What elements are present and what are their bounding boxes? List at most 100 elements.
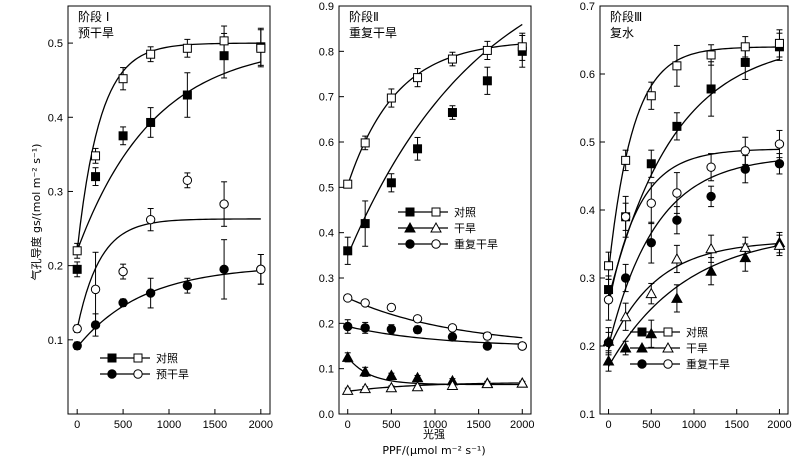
- y-tick-label: 0.6: [319, 137, 334, 149]
- data-point: [773, 239, 786, 250]
- data-point: [621, 155, 631, 165]
- x-tick-label: 2000: [767, 419, 791, 431]
- fit-curve: [76, 61, 261, 252]
- fit-curve: [347, 43, 523, 186]
- data-point: [386, 93, 396, 103]
- data-point: [343, 321, 353, 332]
- y-axis-title-text: 气孔导度 gs/(mol m⁻² s⁻¹): [29, 144, 43, 281]
- data-point: [182, 43, 192, 53]
- x-tick-label: 500: [114, 419, 132, 431]
- legend-label: 重复干旱: [686, 357, 730, 371]
- x-tick-label: 2000: [510, 419, 534, 431]
- data-point: [360, 138, 370, 148]
- data-point: [482, 76, 492, 86]
- data-point: [412, 314, 423, 324]
- fit-curve: [607, 160, 780, 347]
- panel-subtitle: 重复干旱: [349, 26, 397, 40]
- data-point: [145, 214, 156, 225]
- data-point: [482, 45, 492, 55]
- fit-curve: [607, 244, 780, 367]
- y-tick-label: 0.5: [319, 182, 334, 194]
- data-point: [706, 50, 716, 60]
- legend-marker: [107, 369, 117, 379]
- data-point: [516, 377, 529, 388]
- y-tick-label: 0.7: [319, 92, 334, 104]
- data-point: [91, 172, 101, 182]
- x-axis-title-bottom: PPF/(μmol m⁻² s⁻¹): [382, 444, 485, 457]
- data-point: [447, 108, 457, 118]
- data-point: [182, 280, 193, 291]
- data-point: [343, 179, 353, 189]
- data-point: [619, 342, 632, 353]
- data-point: [645, 287, 658, 299]
- data-point: [412, 324, 423, 335]
- y-tick-label: 0.1: [48, 335, 63, 347]
- data-point: [413, 73, 423, 83]
- data-point: [774, 38, 784, 48]
- data-point: [118, 74, 128, 84]
- data-point: [482, 331, 493, 341]
- data-point: [72, 246, 82, 256]
- legend-marker: [637, 327, 647, 337]
- data-point: [447, 54, 457, 64]
- legend-marker: [107, 353, 117, 363]
- legend-label: 干旱: [454, 222, 476, 235]
- data-point: [72, 341, 82, 351]
- data-point: [447, 332, 458, 342]
- data-point: [604, 261, 614, 271]
- fit-curve: [607, 148, 780, 306]
- x-tick-label: 1000: [682, 419, 706, 431]
- fit-curve: [347, 23, 523, 256]
- y-tick-label: 0.5: [580, 137, 595, 149]
- data-point: [359, 365, 372, 377]
- data-point: [341, 351, 354, 362]
- y-tick-label: 0.2: [319, 318, 334, 330]
- panel-subtitle: 复水: [610, 26, 634, 40]
- data-point: [447, 323, 458, 333]
- x-tick-label: 500: [382, 419, 400, 431]
- data-point: [672, 61, 682, 71]
- data-point: [341, 384, 354, 395]
- legend-marker: [431, 207, 441, 217]
- data-point: [219, 36, 229, 46]
- y-tick-label: 0.5: [48, 38, 63, 50]
- data-point: [72, 264, 82, 274]
- x-tick-label: 2000: [249, 419, 273, 431]
- panel-title: 阶段Ⅱ: [349, 9, 379, 24]
- y-tick-label: 0.4: [580, 205, 595, 217]
- data-point: [359, 382, 372, 394]
- data-point: [411, 371, 424, 383]
- data-point: [72, 323, 82, 334]
- x-tick-label: 0: [345, 419, 351, 431]
- x-tick-label: 1000: [423, 419, 447, 431]
- data-point: [446, 379, 459, 390]
- data-point: [672, 121, 682, 131]
- panel-title: 阶段Ⅲ: [610, 9, 642, 24]
- data-point: [118, 266, 128, 277]
- fit-curve: [76, 269, 261, 348]
- legend-marker: [404, 221, 416, 233]
- legend-marker: [430, 221, 442, 233]
- data-point: [413, 144, 423, 154]
- data-point: [646, 91, 656, 101]
- x-tick-label: 1500: [203, 419, 227, 431]
- data-point: [219, 199, 229, 209]
- data-point: [602, 354, 615, 366]
- data-point: [774, 159, 785, 169]
- data-point: [706, 162, 716, 172]
- panel-title: 阶段 Ⅰ: [78, 9, 109, 24]
- y-tick-label: 0.7: [580, 1, 595, 13]
- y-tick-label: 0.2: [48, 261, 63, 273]
- x-axis-title-top: 光强: [423, 427, 445, 441]
- data-point: [740, 164, 750, 174]
- data-point: [360, 219, 370, 229]
- data-point: [386, 324, 397, 334]
- legend-label: 重复干旱: [454, 237, 498, 251]
- data-point: [646, 159, 656, 169]
- y-tick-label: 0.1: [580, 409, 595, 421]
- legend-label: 对照: [156, 351, 178, 365]
- data-point: [705, 242, 717, 254]
